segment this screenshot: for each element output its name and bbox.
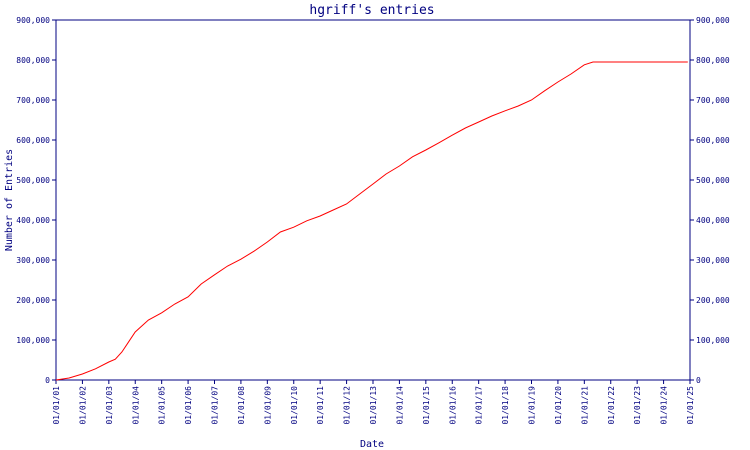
x-tick-label: 01/01/20 (554, 386, 563, 425)
x-tick-label: 01/01/03 (105, 386, 114, 425)
y-tick-label-left: 700,000 (16, 96, 50, 105)
y-tick-label-left: 400,000 (16, 216, 50, 225)
y-tick-label-right: 200,000 (696, 296, 730, 305)
y-tick-label-left: 300,000 (16, 256, 50, 265)
y-tick-label-right: 100,000 (696, 336, 730, 345)
x-tick-label: 01/01/22 (607, 386, 616, 425)
x-tick-label: 01/01/23 (633, 386, 642, 425)
y-tick-label-left: 100,000 (16, 336, 50, 345)
y-tick-label-left: 600,000 (16, 136, 50, 145)
x-tick-label: 01/01/21 (580, 386, 589, 425)
y-tick-label-left: 200,000 (16, 296, 50, 305)
x-axis: 01/01/01 01/01/02 01/01/03 01/01/04 01/01/05… (52, 380, 695, 425)
x-tick-label: 01/01/12 (343, 386, 352, 425)
x-tick-label: 01/01/15 (422, 386, 431, 425)
x-tick-label: 01/01/17 (475, 386, 484, 425)
x-tick-label: 01/01/06 (184, 386, 193, 425)
series-line (55, 61, 688, 381)
x-tick-label: 01/01/02 (78, 386, 87, 425)
x-tick-label: 01/01/10 (290, 386, 299, 425)
x-tick-label: 01/01/05 (158, 386, 167, 425)
y-tick-label-left: 900,000 (16, 16, 50, 25)
y-axis-left: 0 100,000 200,000 300,000 400,000 500,000 600,… (16, 16, 56, 385)
x-axis-label: Date (360, 439, 384, 450)
x-tick-label: 01/01/18 (501, 386, 510, 425)
y-tick-label-right: 800,000 (696, 56, 730, 65)
x-tick-label: 01/01/13 (369, 386, 378, 425)
y-tick-label-right: 400,000 (696, 216, 730, 225)
y-tick-label-right: 500,000 (696, 176, 730, 185)
y-tick-label-right: 600,000 (696, 136, 730, 145)
y-axis-right: 0 100,000 200,000 300,000 400,000 500,000 600,… (690, 16, 730, 385)
x-tick-label: 01/01/09 (263, 386, 272, 425)
x-tick-label: 01/01/07 (211, 386, 220, 425)
y-tick-label-right: 0 (696, 376, 701, 385)
y-tick-label-left: 0 (45, 376, 50, 385)
x-tick-label: 01/01/25 (686, 386, 695, 425)
y-tick-label-right: 700,000 (696, 96, 730, 105)
y-tick-label-left: 500,000 (16, 176, 50, 185)
x-tick-label: 01/01/16 (448, 386, 457, 425)
x-tick-label: 01/01/19 (528, 386, 537, 425)
y-axis-label: Number of Entries (4, 149, 15, 251)
x-tick-label: 01/01/14 (395, 386, 404, 425)
x-tick-label: 01/01/04 (131, 386, 140, 425)
plot-area-border (55, 19, 691, 381)
x-tick-label: 01/01/08 (237, 386, 246, 425)
y-tick-label-right: 300,000 (696, 256, 730, 265)
x-tick-label: 01/01/11 (316, 386, 325, 425)
y-tick-label-right: 900,000 (696, 16, 730, 25)
x-tick-label: 01/01/01 (52, 386, 61, 425)
y-tick-label-left: 800,000 (16, 56, 50, 65)
x-tick-label: 01/01/24 (660, 386, 669, 425)
chart-title: hgriff's entries (309, 3, 434, 18)
